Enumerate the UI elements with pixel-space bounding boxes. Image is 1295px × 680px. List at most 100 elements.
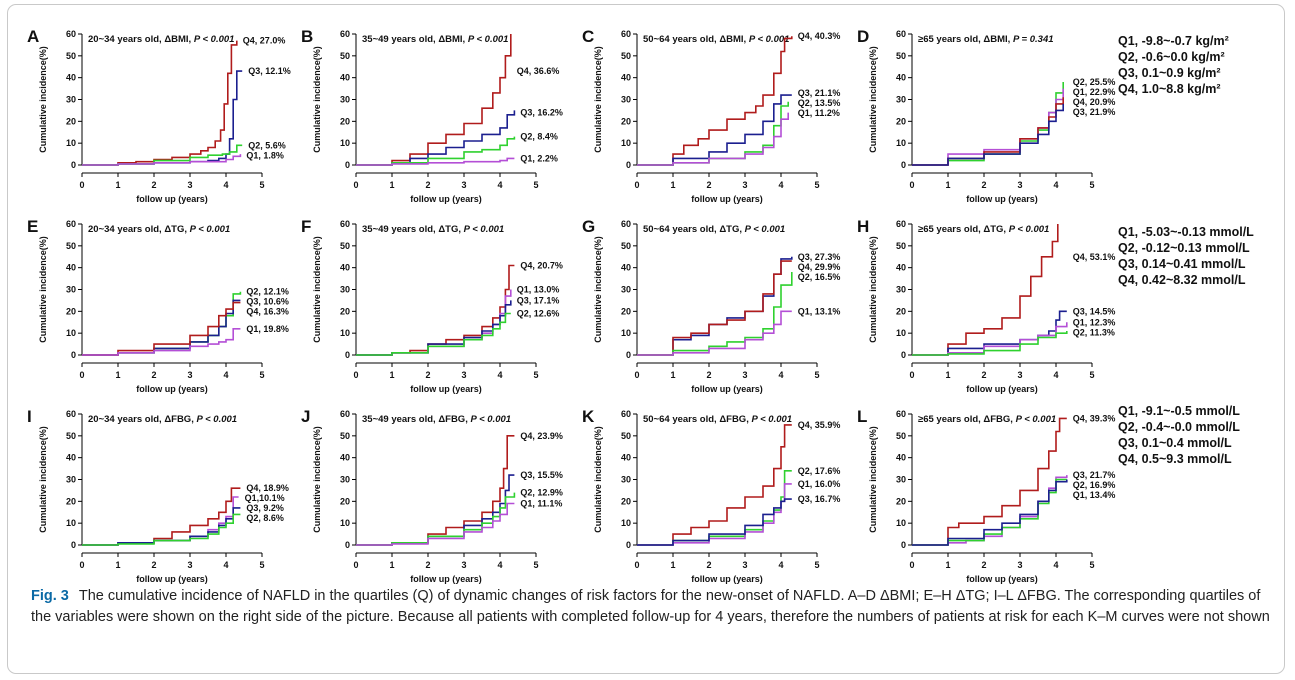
x-tick-label: 4 xyxy=(223,370,228,380)
series-line-q4 xyxy=(912,224,1059,356)
series-line-q2 xyxy=(912,478,1067,546)
y-tick-label: 60 xyxy=(66,29,76,39)
x-tick-label: 0 xyxy=(79,180,84,190)
y-tick-label: 20 xyxy=(340,496,350,506)
x-tick-label: 5 xyxy=(814,180,819,190)
y-tick-label: 10 xyxy=(66,328,76,338)
y-tick-label: 0 xyxy=(345,540,350,550)
series-end-label: Q1, 11.1% xyxy=(520,499,562,509)
series-end-label: Q1, 16.0% xyxy=(798,479,841,489)
panel-title: 35~49 years old, ΔFBG, P < 0.001 xyxy=(362,414,511,425)
y-tick-label: 60 xyxy=(66,219,76,229)
y-tick-label: 30 xyxy=(621,475,631,485)
series-end-label: Q3, 21.7% xyxy=(1073,470,1116,480)
y-tick-label: 50 xyxy=(621,431,631,441)
series-line-q3 xyxy=(82,507,241,546)
series-end-label: Q2, 11.3% xyxy=(1073,327,1115,337)
series-line-q4 xyxy=(82,487,241,546)
x-axis-label: follow up (years) xyxy=(136,384,208,394)
x-tick-label: 1 xyxy=(389,370,394,380)
chart-panel-j: J 35~49 years old, ΔFBG, P < 0.0010102030… xyxy=(301,407,563,584)
x-tick-label: 3 xyxy=(187,180,192,190)
series-end-label: Q1, 1.8% xyxy=(246,150,284,160)
quartile-legend-item: Q4, 0.42~8.32 mmol/L xyxy=(1118,273,1246,287)
series-line-q4 xyxy=(356,264,515,356)
y-axis-label: Cumulative incidence(%) xyxy=(38,46,48,153)
series-end-label: Q4, 40.3% xyxy=(798,31,841,41)
x-tick-label: 3 xyxy=(742,370,747,380)
x-tick-label: 4 xyxy=(223,560,228,570)
y-tick-label: 20 xyxy=(621,496,631,506)
x-tick-label: 5 xyxy=(1089,370,1094,380)
quartile-legend-tg: Q1, -5.03~-0.13 mmol/L Q2, -0.12~0.13 mm… xyxy=(1118,224,1254,288)
x-tick-label: 2 xyxy=(425,180,430,190)
x-tick-label: 4 xyxy=(497,560,502,570)
y-tick-label: 40 xyxy=(896,263,906,273)
x-axis-label: follow up (years) xyxy=(966,194,1038,204)
series-line-q4 xyxy=(637,260,792,356)
y-axis-label: Cumulative incidence(%) xyxy=(593,236,603,343)
y-axis-label: Cumulative incidence(%) xyxy=(593,46,603,153)
x-tick-label: 3 xyxy=(187,560,192,570)
y-tick-label: 20 xyxy=(66,496,76,506)
series-line-q3 xyxy=(82,299,241,356)
panel-letter: B xyxy=(301,27,313,46)
panel-letter: C xyxy=(582,27,594,46)
x-axis-label: follow up (years) xyxy=(410,194,482,204)
panel-title: ≥65 years old, ΔFBG, P < 0.001 xyxy=(918,414,1056,425)
x-tick-label: 0 xyxy=(79,560,84,570)
x-tick-label: 3 xyxy=(742,560,747,570)
y-tick-label: 10 xyxy=(896,138,906,148)
series-line-q1 xyxy=(356,502,515,546)
series-line-q1 xyxy=(912,479,1068,546)
y-tick-label: 40 xyxy=(621,73,631,83)
series-end-label: Q3, 21.9% xyxy=(1073,107,1116,117)
y-tick-label: 40 xyxy=(896,73,906,83)
series-end-label: Q3, 16.7% xyxy=(798,494,841,504)
x-tick-label: 3 xyxy=(742,180,747,190)
chart-panel-i: I 20~34 years old, ΔFBG, P < 0.0010102030… xyxy=(27,407,289,584)
y-tick-label: 10 xyxy=(340,138,350,148)
quartile-legend-item: Q2, -0.4~-0.0 mmol/L xyxy=(1118,420,1240,434)
x-tick-label: 1 xyxy=(670,560,675,570)
series-end-label: Q2, 13.5% xyxy=(798,98,841,108)
y-tick-label: 40 xyxy=(66,73,76,83)
y-tick-label: 20 xyxy=(340,116,350,126)
x-axis-label: follow up (years) xyxy=(136,194,208,204)
y-tick-label: 20 xyxy=(340,306,350,316)
series-end-label: Q1, 13.4% xyxy=(1073,490,1116,500)
x-tick-label: 0 xyxy=(353,370,358,380)
x-axis-label: follow up (years) xyxy=(136,574,208,584)
series-end-label: Q1, 11.2% xyxy=(798,108,840,118)
series-end-label: Q3, 15.5% xyxy=(520,470,563,480)
series-line-q3 xyxy=(637,94,792,166)
series-end-label: Q3, 14.5% xyxy=(1073,306,1116,316)
x-tick-label: 1 xyxy=(115,370,120,380)
chart-panel-d: D ≥65 years old, ΔBMI, P = 0.341010203040… xyxy=(857,27,1115,204)
series-end-label: Q2, 8.6% xyxy=(246,513,284,523)
x-tick-label: 5 xyxy=(259,560,264,570)
series-line-q4 xyxy=(356,34,512,166)
y-tick-label: 0 xyxy=(345,160,350,170)
series-line-q2 xyxy=(912,331,1068,356)
y-tick-label: 40 xyxy=(340,263,350,273)
y-tick-label: 60 xyxy=(896,29,906,39)
series-end-label: Q1, 13.0% xyxy=(517,285,560,295)
x-tick-label: 0 xyxy=(909,560,914,570)
x-tick-label: 5 xyxy=(1089,180,1094,190)
panel-title: 20~34 years old, ΔFBG, P < 0.001 xyxy=(88,414,237,425)
series-line-q1 xyxy=(637,112,789,166)
figure-panels: A 20~34 years old, ΔBMI, P < 0.0010102030… xyxy=(27,27,1116,584)
quartile-legend-fbg: Q1, -9.1~-0.5 mmol/L Q2, -0.4~-0.0 mmol/… xyxy=(1118,403,1240,467)
y-tick-label: 10 xyxy=(896,328,906,338)
x-tick-label: 2 xyxy=(981,180,986,190)
series-end-label: Q4, 35.9% xyxy=(798,420,841,430)
series-line-q4 xyxy=(356,435,515,546)
series-line-q2 xyxy=(637,101,789,166)
x-tick-label: 2 xyxy=(151,180,156,190)
x-axis-label: follow up (years) xyxy=(410,384,482,394)
y-tick-label: 30 xyxy=(66,95,76,105)
chart-panel-l: L ≥65 years old, ΔFBG, P < 0.001010203040… xyxy=(857,407,1115,584)
series-line-q4 xyxy=(82,301,241,356)
x-tick-label: 3 xyxy=(1017,180,1022,190)
